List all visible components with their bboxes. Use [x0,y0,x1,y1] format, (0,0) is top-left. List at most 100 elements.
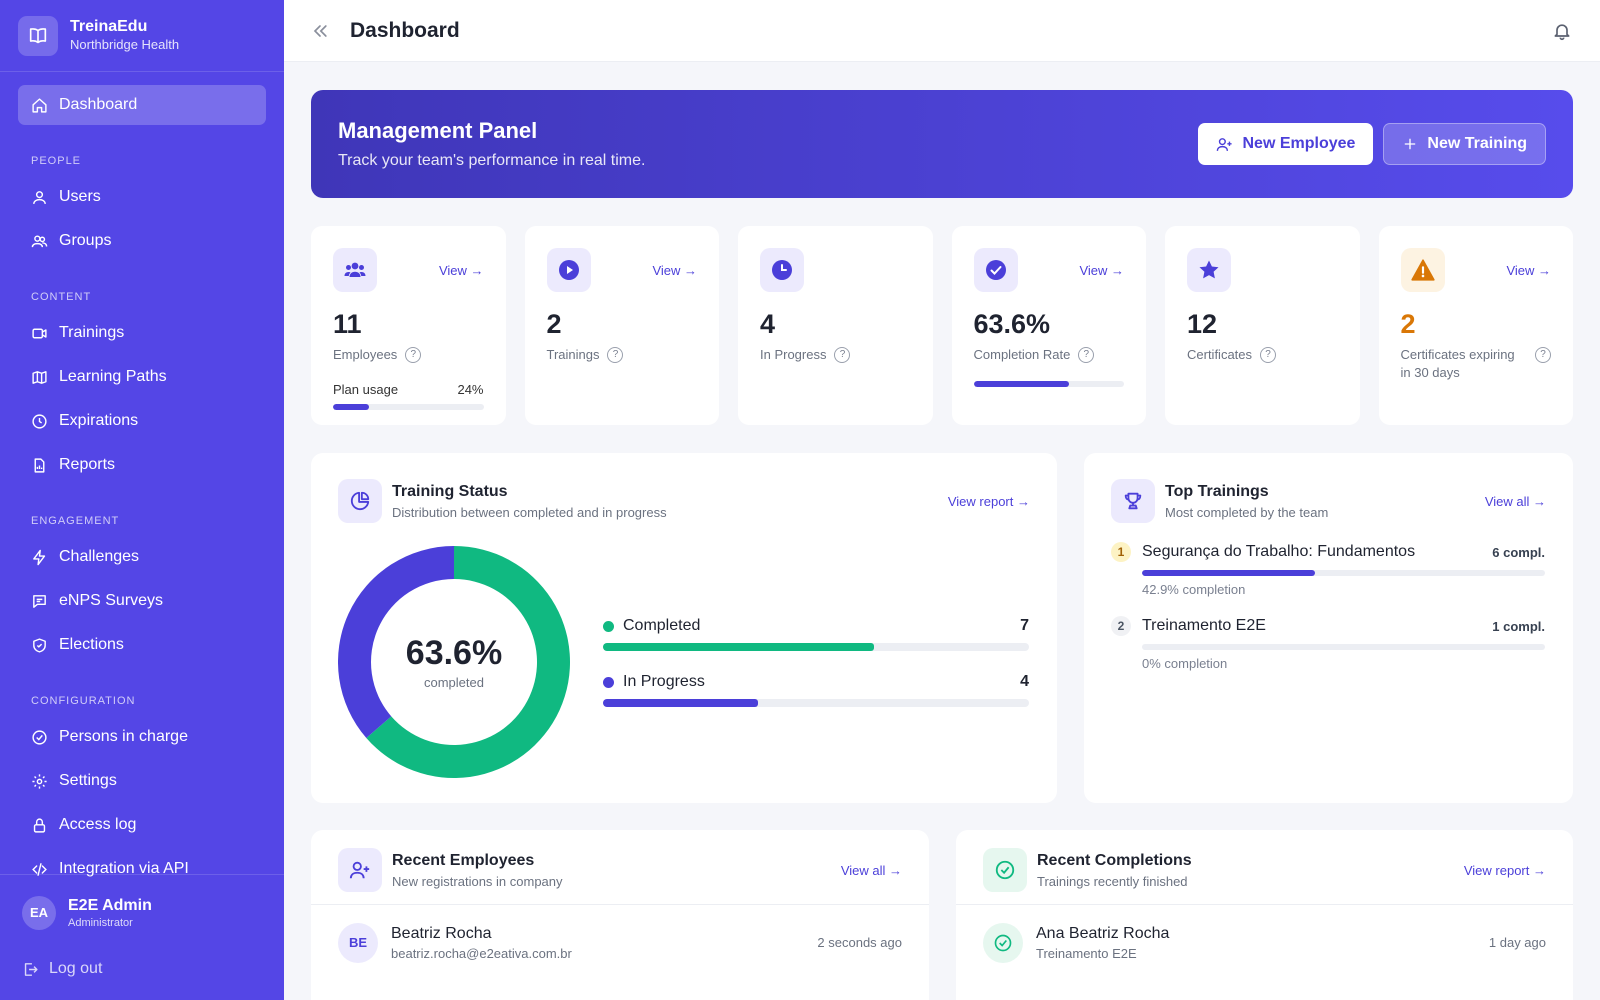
in-progress-bar-fill [603,699,758,707]
check-circle-icon [983,922,1023,963]
top-training-item[interactable]: 2 Treinamento E2E 1 compl. 0% completion [1111,616,1545,671]
sidebar-item-label: Access log [59,816,137,833]
sidebar: TreinaEdu Northbridge Health Dashboard P… [0,0,284,1000]
view-trainings-link[interactable]: View → [652,262,697,278]
completion-training: Treinamento E2E [1036,945,1137,961]
legend-count: 4 [1020,673,1029,690]
clock-icon [760,248,804,292]
rank-badge: 2 [1111,616,1131,636]
collapse-sidebar-icon[interactable] [310,21,330,41]
sidebar-item-trainings[interactable]: Trainings [18,313,266,353]
training-name: Treinamento E2E [1142,617,1266,634]
warning-icon [1400,248,1445,292]
sidebar-item-groups[interactable]: Groups [18,221,266,261]
view-completion-link[interactable]: View → [1079,262,1124,278]
logout-label: Log out [49,960,103,977]
sidebar-item-enps[interactable]: eNPS Surveys [18,581,266,621]
user-icon [33,190,46,204]
plan-usage-value: 24% [457,382,484,397]
play-icon [546,248,591,292]
view-employees-link[interactable]: View → [438,262,484,278]
stat-label: Employees [333,347,398,362]
stat-value: 11 [333,309,362,339]
plan-usage-label: Plan usage [333,382,399,397]
view-all-employees-link[interactable]: View all → [840,862,902,878]
new-employee-button[interactable]: New Employee [1198,123,1374,165]
help-icon[interactable]: ? [1260,347,1277,363]
book-logo-icon [18,15,58,56]
nav-section-engagement: ENGAGEMENT [31,515,120,527]
new-training-button[interactable]: New Training [1383,123,1546,165]
completed-bar-fill [603,643,875,651]
list-item[interactable]: Ana Beatriz Rocha Treinamento E2E 1 day … [956,904,1573,980]
sidebar-item-learning-paths[interactable]: Learning Paths [18,357,266,397]
pie-chart-icon [338,479,382,523]
top-trainings-card: Top Trainings Most completed by the team… [1084,453,1573,803]
help-icon[interactable]: ? [1078,347,1095,363]
sidebar-item-elections[interactable]: Elections [18,625,266,665]
donut-center-label: completed [424,675,484,690]
completed-dot [603,620,614,632]
legend-label: In Progress [623,673,705,690]
card-subtitle: Distribution between completed and in pr… [392,504,667,520]
bell-icon[interactable] [1552,21,1572,41]
legend-count: 7 [1020,617,1029,634]
logout-button[interactable]: Log out [22,960,102,978]
sidebar-item-api[interactable]: Integration via API [18,849,266,889]
recent-completions-card: Recent Completions Trainings recently fi… [956,830,1573,1000]
stat-card-in-progress: 4 In Progress? [738,226,933,425]
stat-label: In Progress [760,347,827,362]
sidebar-item-challenges[interactable]: Challenges [18,537,266,577]
sidebar-nav: Dashboard PEOPLE Users Groups CONTENT Tr… [0,72,284,889]
stat-value: 2 [1400,309,1416,339]
stat-card-employees: View → 11 Employees? Plan usage 24% [311,226,506,425]
completion-rate-bar [973,381,1124,387]
sidebar-item-label: Integration via API [59,860,189,877]
video-icon [32,328,47,338]
logout-icon [24,962,38,976]
check-circle-icon [983,848,1027,892]
sidebar-item-persons-in-charge[interactable]: Persons in charge [18,717,266,757]
sidebar-item-users[interactable]: Users [18,177,266,217]
stat-card-certificates: 12 Certificates? [1165,226,1360,425]
code-icon [32,862,47,876]
view-expiring-link[interactable]: View → [1506,262,1551,278]
sidebar-item-expirations[interactable]: Expirations [18,401,266,441]
sidebar-item-reports[interactable]: Reports [18,445,266,485]
help-icon[interactable]: ? [1535,347,1551,363]
check-icon [973,248,1018,292]
help-icon[interactable]: ? [405,347,422,363]
sidebar-item-settings[interactable]: Settings [18,761,266,801]
top-training-bar [1142,570,1545,576]
user-profile[interactable]: EA E2E Admin Administrator [0,874,284,950]
plan-usage-bar [333,404,484,410]
management-banner: Management Panel Track your team's perfo… [311,90,1573,198]
new-training-label: New Training [1427,135,1527,152]
help-icon[interactable]: ? [834,347,851,363]
sidebar-item-label: Groups [59,232,112,249]
brand: TreinaEdu Northbridge Health [0,0,284,72]
users-icon [333,248,377,292]
help-icon[interactable]: ? [607,347,624,363]
sidebar-item-label: Dashboard [59,96,138,113]
stats-row: View → 11 Employees? Plan usage 24% View … [311,226,1573,425]
main-content: Dashboard Management Panel Track your te… [284,0,1600,1000]
donut-slice-completed [366,546,570,778]
completion-percent: 42.9% completion [1142,582,1246,597]
list-item[interactable]: BE Beatriz Rocha beatriz.rocha@e2eativa.… [311,904,929,980]
sidebar-item-label: Users [59,188,101,205]
shield-icon [33,637,46,653]
legend-in-progress: In Progress 4 [603,673,1029,707]
top-training-item[interactable]: 1 Segurança do Trabalho: Fundamentos 6 c… [1111,542,1545,597]
sidebar-item-access-log[interactable]: Access log [18,805,266,845]
view-completions-report-link[interactable]: View report → [1463,862,1546,878]
nav-section-content: CONTENT [31,291,92,303]
stat-card-trainings: View → 2 Trainings? [524,226,719,425]
sidebar-item-dashboard[interactable]: Dashboard [18,85,266,125]
chat-icon [33,594,46,608]
brand-org: Northbridge Health [70,36,180,52]
sidebar-item-label: Elections [59,636,124,653]
view-all-trainings-link[interactable]: View all → [1484,493,1546,509]
card-subtitle: Trainings recently finished [1037,873,1188,889]
view-report-link[interactable]: View report → [947,493,1030,509]
